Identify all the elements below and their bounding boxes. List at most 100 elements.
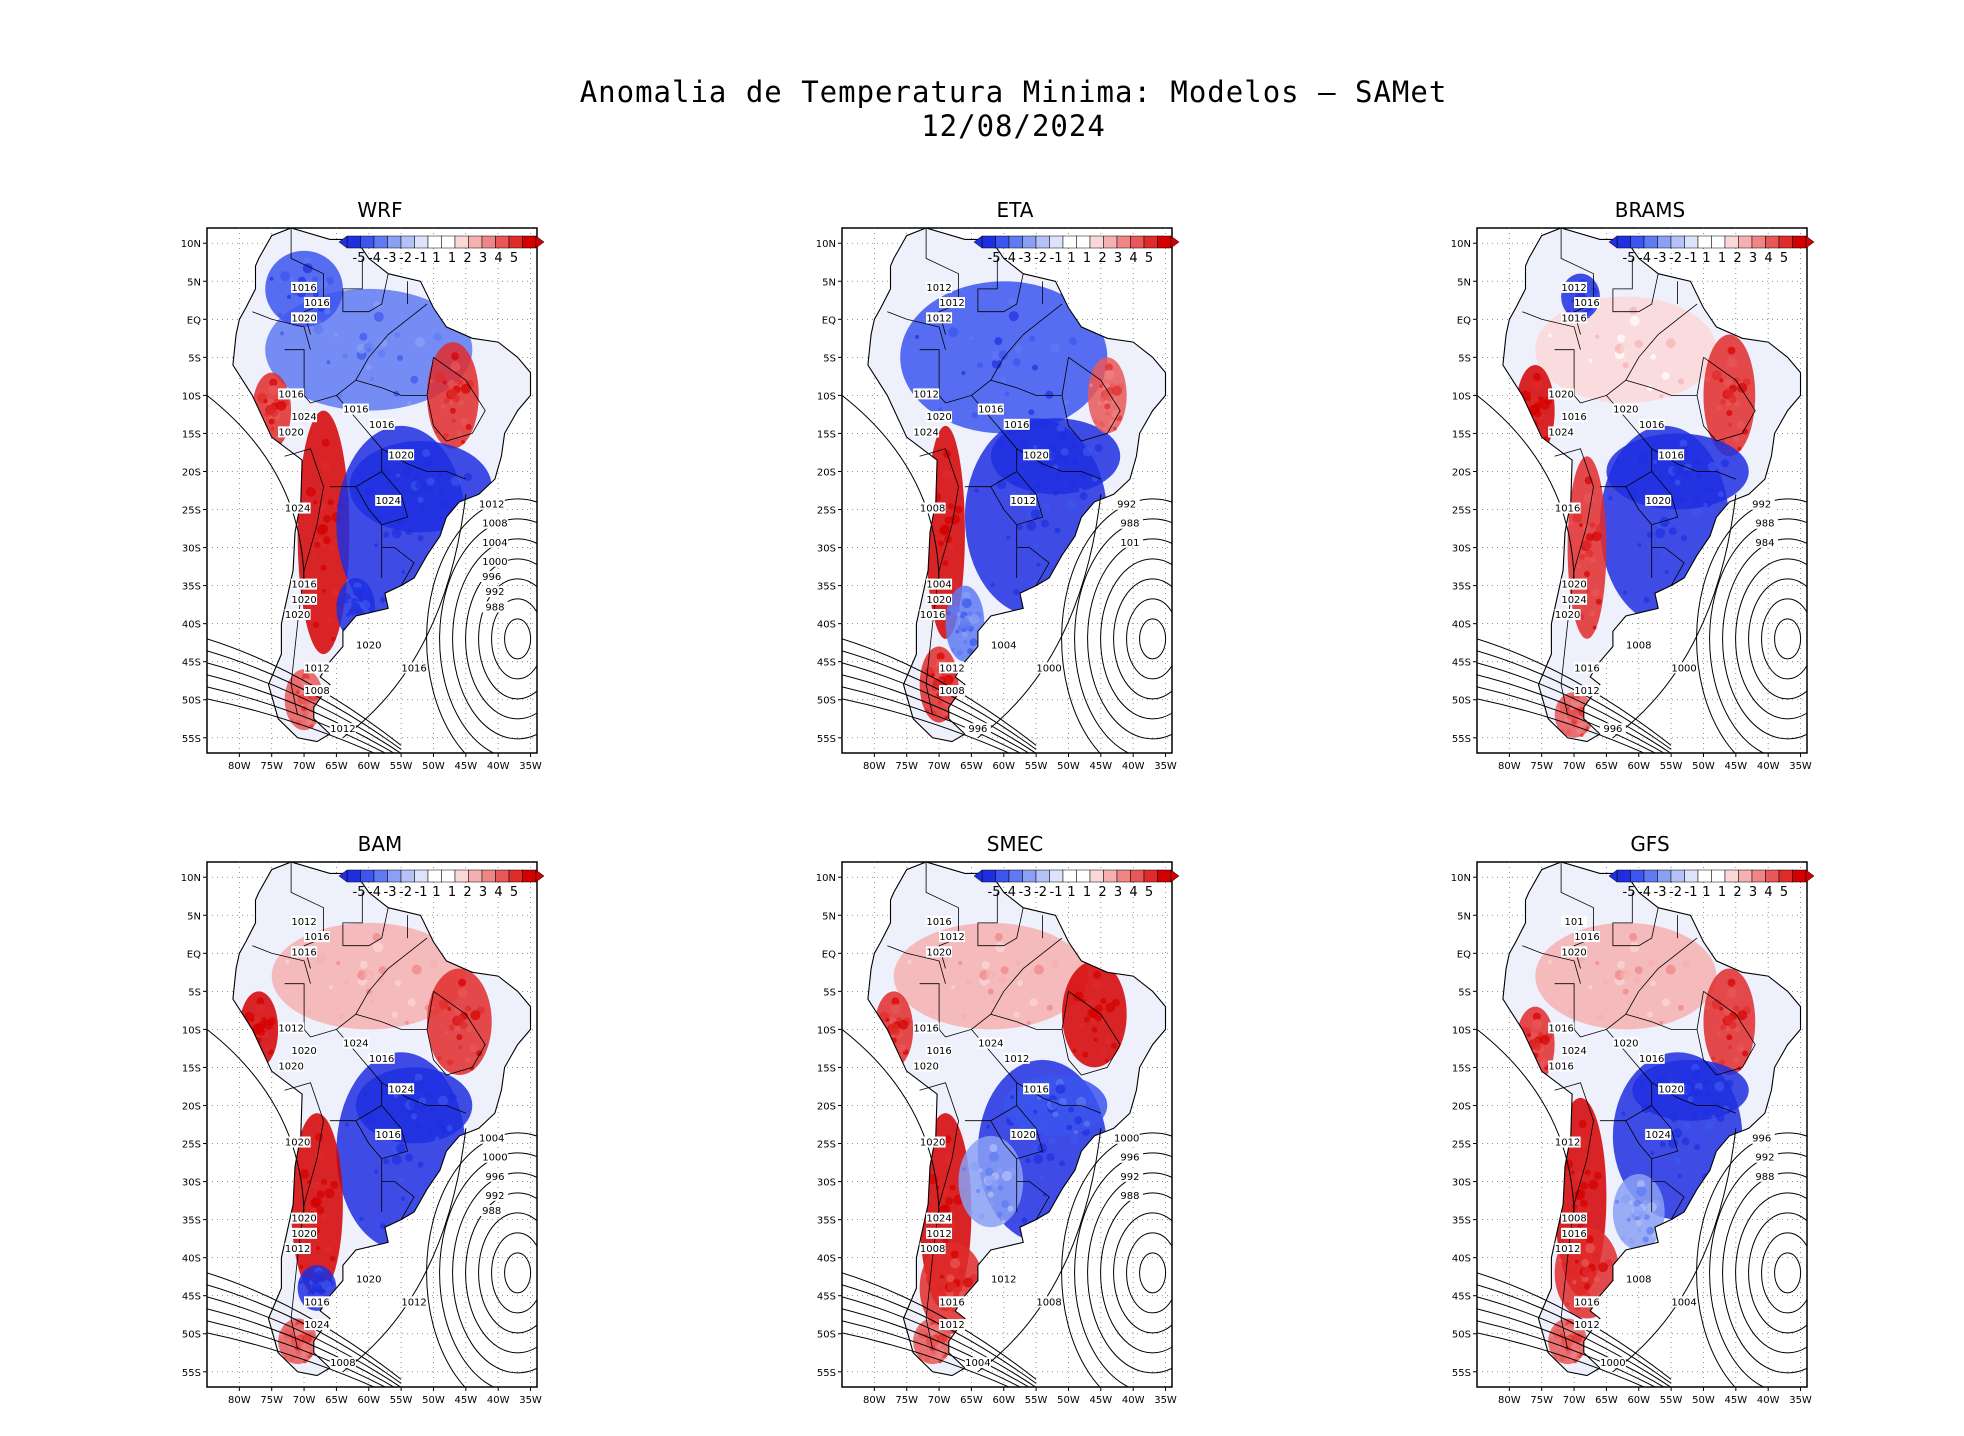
- colorbar-label: 1: [1083, 885, 1091, 900]
- country-border: [355, 1013, 427, 1030]
- anomaly-speckle: [429, 379, 434, 384]
- anomaly-speckle: [1637, 1228, 1642, 1233]
- anomaly-speckle: [967, 648, 974, 655]
- anomaly-speckle: [1547, 959, 1552, 964]
- axes: 10N 5N EQ 5S 10S 15S 20S 25S 30S 35S 40S 45S 50S 55S 8…: [816, 239, 1177, 772]
- anomaly-speckle: [1568, 384, 1573, 389]
- isobar-label-bg: [284, 502, 311, 514]
- isobar-labels: 1016 1012 1020 1016 1012 1016 1020 1024 1016 1020…: [913, 915, 1143, 1369]
- anomaly-speckle: [996, 1167, 1003, 1174]
- lat-tick-label: EQ: [1457, 315, 1471, 326]
- anomaly-speckle: [1726, 987, 1737, 998]
- anomaly-speckle: [412, 472, 421, 481]
- anomaly-speckle: [1026, 520, 1037, 531]
- anomaly-speckle: [295, 690, 300, 695]
- anomaly-speckle: [464, 473, 472, 481]
- colorbar-swatch: [1089, 869, 1104, 883]
- anomaly-speckle: [404, 1020, 409, 1025]
- isobar-labels: 1012101610161020101610161024102010161020…: [1548, 281, 1778, 735]
- isobar-line: [342, 494, 467, 739]
- isobar-label-bg: [368, 1052, 395, 1064]
- anomaly-speckle: [1072, 458, 1078, 465]
- anomaly-speckle: [1585, 1243, 1596, 1254]
- colorbar-swatch: [1103, 869, 1118, 883]
- colorbar-label: 3: [1114, 885, 1122, 900]
- isobar-label-bg: [291, 281, 318, 293]
- anomaly-speckle: [1578, 1120, 1587, 1128]
- anomaly-speckle: [891, 997, 900, 1006]
- colorbar-label: -3: [384, 885, 397, 900]
- anomaly-speckle: [990, 582, 995, 587]
- isobar-label: 1016: [304, 298, 329, 309]
- colorbar-swatch: [1157, 869, 1172, 883]
- map-panel-wrf: WRF 1016 1016 1020 1016 1016 1024 1020 1016 1020…: [135, 198, 635, 798]
- lon-tick-label: 45W: [455, 1395, 478, 1406]
- anomaly-speckle: [1033, 444, 1038, 449]
- colorbar-swatch: [508, 869, 523, 883]
- anomaly-speckle: [1727, 346, 1736, 355]
- anomaly-speckle: [1011, 490, 1016, 495]
- colorbar-label: -3: [1654, 251, 1667, 266]
- anomaly-speckle: [1665, 964, 1676, 975]
- isobar-label-bg: [1548, 388, 1575, 400]
- country-border: [1625, 1105, 1679, 1160]
- anomaly-speckle: [315, 1246, 320, 1251]
- anomaly-speckle: [1066, 1124, 1073, 1131]
- isobar-label-bg: [1574, 931, 1600, 943]
- anomaly-speckle: [1628, 1200, 1633, 1205]
- isobar-line: [504, 618, 532, 660]
- anomaly-speckle: [337, 598, 342, 603]
- map-svg: 1016101610201016101610241020101610201024…: [181, 227, 545, 772]
- anomaly-speckle: [1104, 363, 1113, 372]
- country-border: [919, 349, 946, 404]
- lat-tick-label: 5N: [187, 911, 201, 922]
- anomaly-speckle: [376, 975, 385, 984]
- anomaly-speckle: [321, 1178, 328, 1185]
- anomaly-speckle: [957, 1273, 964, 1280]
- isobar-line: [207, 674, 395, 753]
- anomaly-speckle: [1586, 1292, 1590, 1297]
- isobar-line: [1074, 1152, 1172, 1387]
- anomaly-speckle: [1595, 524, 1604, 533]
- anomaly-speckle: [1572, 1333, 1583, 1344]
- lat-tick-label: 5S: [823, 987, 836, 998]
- anomaly-speckle: [1593, 1171, 1602, 1180]
- anomaly-speckle: [397, 354, 403, 361]
- anomaly-speckle: [1669, 459, 1678, 468]
- anomaly-speckle: [989, 1144, 998, 1152]
- isobar-label: 1016: [304, 1297, 329, 1308]
- lat-tick-label: 10N: [1451, 239, 1471, 250]
- anomaly-speckle: [414, 1073, 423, 1082]
- colorbar-swatch: [360, 235, 375, 249]
- anomaly-speckle: [250, 1018, 255, 1022]
- anomaly-speckle: [1626, 999, 1631, 1004]
- anomaly-speckle: [450, 361, 461, 372]
- anomaly-speckle: [1111, 1042, 1117, 1049]
- anomaly-speckle: [428, 1107, 435, 1114]
- anomaly-speckle: [1034, 482, 1041, 489]
- colorbar-swatch: [1765, 869, 1780, 883]
- lat-tick-label: 45S: [817, 1292, 836, 1303]
- colorbar-swatch: [1657, 235, 1672, 249]
- anomaly-speckle: [435, 1120, 444, 1129]
- colorbar-label: 3: [479, 885, 487, 900]
- isobar-label: 1008: [304, 686, 329, 697]
- anomaly-speckle: [374, 543, 378, 548]
- anomaly-speckle: [999, 444, 1004, 449]
- anomaly-speckle: [1650, 353, 1657, 360]
- colorbar-arrow-right: [1805, 235, 1815, 249]
- isobar-line: [207, 1308, 395, 1387]
- anomaly-speckle: [360, 599, 371, 610]
- isobar-label-bg: [1645, 494, 1672, 506]
- anomaly-speckle: [1047, 1137, 1056, 1145]
- isobar-label: 1012: [1555, 1244, 1580, 1255]
- colorbar-label: 1: [432, 885, 440, 900]
- lat-tick-label: EQ: [187, 949, 201, 960]
- isobar-label-bg: [1554, 1136, 1581, 1148]
- colorbar-swatch: [1076, 869, 1091, 883]
- isobar-label: 101: [1565, 917, 1584, 928]
- isobar-label: 1016: [1561, 412, 1586, 423]
- anomaly-speckle: [1629, 306, 1638, 315]
- country-border: [1696, 356, 1756, 442]
- isobar-line: [1087, 538, 1172, 740]
